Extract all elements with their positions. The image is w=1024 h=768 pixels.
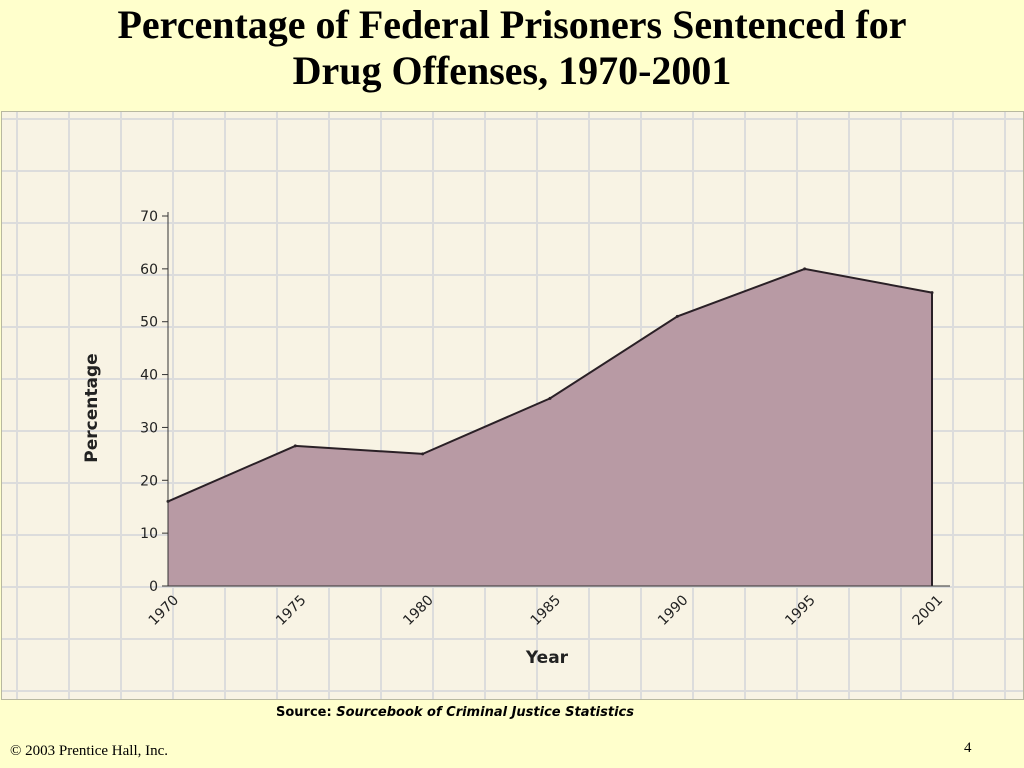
y-tick-label-10: 10 — [140, 526, 158, 542]
x-tick-label-1980: 1980 — [400, 592, 437, 629]
data-point-1990 — [675, 314, 679, 318]
x-tick-label-2001: 2001 — [910, 592, 947, 629]
data-point-1995 — [803, 267, 807, 271]
source-citation: Source: Sourcebook of Criminal Justice S… — [276, 705, 634, 720]
x-tick-label-1990: 1990 — [655, 592, 692, 629]
title-line-1: Percentage of Federal Prisoners Sentence… — [117, 2, 907, 47]
data-point-1985 — [548, 396, 552, 400]
x-tick-label-1970: 1970 — [146, 592, 183, 629]
data-point-1980 — [421, 452, 425, 456]
slide-title: Percentage of Federal Prisoners Sentence… — [0, 2, 1024, 94]
y-tick-label-40: 40 — [140, 368, 158, 384]
y-axis-title: Percentage — [82, 353, 102, 462]
y-tick-label-30: 30 — [140, 420, 158, 436]
data-point-2001 — [930, 291, 934, 295]
source-title: Sourcebook of Criminal Justice Statistic… — [336, 705, 634, 720]
y-tick-label-60: 60 — [140, 262, 158, 278]
x-tick-label-1985: 1985 — [528, 592, 565, 629]
area-chart: 0 10 20 30 40 50 60 70 1970 1975 1980 1985 1990 1995 2… — [82, 209, 950, 668]
copyright-notice: © 2003 Prentice Hall, Inc. — [10, 743, 169, 759]
chart-panel: 0 10 20 30 40 50 60 70 1970 1975 1980 1985 1990 1995 2… — [1, 111, 1024, 700]
x-axis-title: Year — [525, 648, 569, 668]
y-tick-label-70: 70 — [140, 209, 158, 225]
y-tick-label-50: 50 — [140, 315, 158, 331]
data-point-1975 — [293, 444, 297, 448]
page-number: 4 — [964, 740, 972, 756]
x-tick-label-1995: 1995 — [782, 592, 819, 629]
title-line-2: Drug Offenses, 1970-2001 — [292, 48, 732, 93]
x-tick-label-1975: 1975 — [273, 592, 310, 629]
area-fill — [168, 268, 932, 586]
source-label: Source: — [276, 705, 332, 720]
y-tick-label-0: 0 — [149, 579, 158, 595]
y-tick-label-20: 20 — [140, 473, 158, 489]
